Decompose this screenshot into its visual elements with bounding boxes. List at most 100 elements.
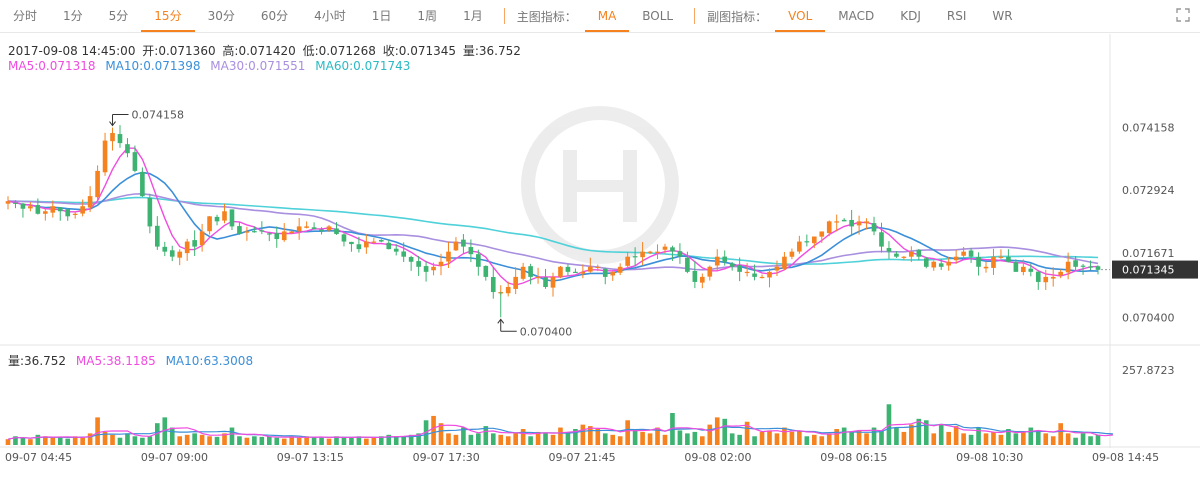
candle	[729, 261, 735, 271]
candle	[50, 200, 56, 218]
candle	[714, 249, 720, 271]
candle	[80, 199, 85, 217]
high-annotation: 0.074158	[109, 109, 184, 127]
candle	[87, 186, 93, 213]
candle	[1050, 267, 1056, 287]
candle	[558, 265, 563, 279]
time-tick-label: 09-07 04:45	[5, 451, 72, 464]
volume-bar	[535, 431, 541, 445]
volume-bar	[408, 434, 414, 445]
candle	[640, 242, 645, 266]
volume-bar	[834, 429, 840, 445]
candle	[894, 251, 899, 258]
timeframe-tab[interactable]: 15分	[141, 0, 195, 32]
info-volume: 量:36.752	[462, 44, 521, 58]
legend-ma5: MA5:0.071318	[8, 59, 96, 73]
sub-indicator-tab[interactable]: MACD	[838, 9, 875, 23]
candle	[909, 246, 914, 263]
ma-legend: MA5:0.071318 MA10:0.071398 MA30:0.071551…	[8, 59, 416, 73]
toolbar-divider	[503, 8, 505, 24]
timeframe-tab[interactable]: 4小时	[314, 9, 346, 23]
candle	[588, 257, 593, 273]
volume-bar	[237, 436, 242, 445]
volume-bar	[901, 431, 907, 445]
volume-bar	[729, 433, 735, 445]
candle	[722, 250, 728, 266]
timeframe-tab[interactable]: 1月	[463, 9, 483, 23]
volume-bar	[767, 430, 772, 445]
volume-bar	[72, 436, 78, 445]
volume-bar	[841, 427, 847, 445]
volume-bar	[431, 415, 436, 445]
candle	[580, 264, 586, 279]
timeframe-tab[interactable]: 1分	[63, 9, 83, 23]
volume-bar	[461, 427, 466, 445]
volume-bar	[565, 433, 571, 445]
candle	[938, 259, 944, 270]
sub-indicator-tab[interactable]: KDJ	[900, 9, 921, 23]
candle	[140, 167, 145, 198]
volume-bar	[20, 437, 26, 445]
volume-bar	[393, 436, 399, 445]
timeframe-tab[interactable]: 5分	[108, 9, 129, 23]
candle	[923, 256, 929, 269]
main-indicator-tab[interactable]: BOLL	[642, 9, 674, 23]
timeframe-tab[interactable]: 60分	[260, 9, 289, 23]
volume-bar	[296, 437, 302, 445]
timeframe-tab[interactable]: 1日	[371, 9, 392, 23]
candle	[841, 218, 847, 222]
volume-bar	[453, 434, 459, 445]
candle	[125, 138, 130, 158]
volume-bar	[498, 434, 504, 445]
main-indicator-label: 主图指标：	[516, 9, 577, 24]
volume-bar	[334, 436, 339, 445]
candle	[685, 251, 690, 274]
vol-ma5-line	[7, 420, 1113, 440]
candle	[476, 249, 481, 276]
volume-bar	[968, 434, 974, 445]
candle	[692, 261, 698, 289]
volume-bar	[490, 433, 496, 445]
volume-bar	[43, 436, 48, 445]
volume-bar	[1088, 436, 1093, 445]
volume-bar	[1095, 434, 1101, 445]
volume-bar	[692, 431, 698, 445]
candle	[244, 226, 250, 241]
main-indicator-tab[interactable]: MA	[584, 0, 630, 32]
sub-indicator-tab[interactable]: RSI	[946, 9, 967, 23]
candle	[826, 220, 832, 237]
ma30-line	[8, 192, 1099, 271]
candle	[520, 262, 526, 281]
candle	[72, 211, 78, 219]
volume-bar	[580, 424, 586, 445]
volume-bar	[894, 427, 899, 445]
candle	[782, 252, 787, 271]
volume-bar	[916, 418, 922, 445]
price-tick-label: 0.074158	[1122, 122, 1175, 135]
volume-bar	[1050, 436, 1056, 445]
volume-bar	[13, 436, 18, 445]
candle	[1021, 259, 1026, 276]
timeframe-tab[interactable]: 1周	[417, 9, 438, 23]
volume-bar	[543, 433, 548, 445]
candle	[1013, 259, 1019, 272]
candle	[28, 202, 33, 212]
volume-bar	[685, 433, 690, 445]
candle	[102, 132, 108, 176]
fullscreen-icon[interactable]	[1176, 8, 1190, 22]
volume-bar	[378, 436, 384, 445]
sub-indicator-tab[interactable]: WR	[992, 9, 1013, 23]
volume-bar	[259, 436, 265, 445]
sub-indicator-tab[interactable]: VOL	[775, 0, 826, 32]
timeframe-tab[interactable]: 30分	[207, 9, 235, 23]
volume-bar	[505, 436, 511, 445]
candle	[707, 265, 713, 281]
volume-bar	[252, 436, 257, 445]
current-price-badge: 0.071345	[1101, 260, 1198, 279]
candle	[446, 241, 451, 268]
volume-bar	[983, 433, 989, 445]
timeframe-tab[interactable]: 分时	[13, 9, 38, 23]
candle	[461, 234, 466, 254]
candle	[856, 215, 862, 235]
